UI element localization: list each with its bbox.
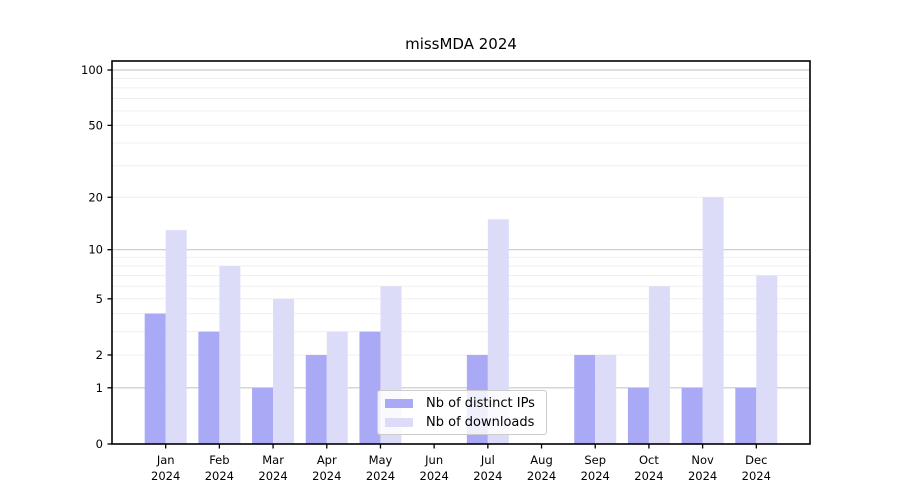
y-tick-label-2: 2	[96, 348, 103, 362]
x-tick-year-mar: 2024	[258, 469, 287, 483]
y-tick-label-1: 1	[96, 381, 103, 395]
bar-distinct-ips-feb	[198, 331, 220, 444]
y-tick-label-5: 5	[96, 292, 103, 306]
legend-swatch-downloads	[385, 417, 413, 427]
bar-downloads-dec	[756, 275, 778, 444]
x-tick-year-jul: 2024	[473, 469, 502, 483]
legend-item-distinct-ips: Nb of distinct IPs	[378, 395, 546, 411]
chart-title: missMDA 2024	[405, 35, 517, 53]
bar-downloads-feb	[219, 265, 241, 444]
axes	[111, 60, 811, 445]
x-tick-year-dec: 2024	[742, 469, 771, 483]
bar-downloads-jul	[487, 219, 509, 444]
x-tick-year-may: 2024	[366, 469, 395, 483]
x-axis-ticks: Jan 2024 Feb 2024 Mar 2024 Apr 2024 May 2024 Jun 20…	[151, 444, 771, 483]
x-tick-year-feb: 2024	[205, 469, 234, 483]
bar-distinct-ips-oct	[627, 387, 649, 444]
legend-swatch-distinct-ips	[385, 398, 413, 408]
legend-label-downloads: Nb of downloads	[426, 414, 535, 430]
y-tick-label-10: 10	[88, 243, 103, 257]
y-tick-label-50: 50	[88, 118, 103, 132]
bar-distinct-ips-nov	[681, 387, 703, 444]
x-tick-month-jan: Jan	[156, 453, 175, 467]
y-tick-label-0: 0	[96, 437, 103, 451]
bar-downloads-mar	[273, 298, 295, 444]
x-tick-year-oct: 2024	[634, 469, 663, 483]
x-tick-month-oct: Oct	[639, 453, 659, 467]
bar-downloads-apr	[326, 331, 348, 444]
x-tick-year-aug: 2024	[527, 469, 556, 483]
x-tick-year-sep: 2024	[581, 469, 610, 483]
bars	[144, 197, 778, 444]
y-tick-label-100: 100	[81, 63, 103, 77]
x-tick-month-jun: Jun	[424, 453, 443, 467]
x-tick-month-jul: Jul	[480, 453, 495, 467]
x-tick-year-nov: 2024	[688, 469, 717, 483]
bar-downloads-oct	[648, 286, 670, 444]
y-tick-label-20: 20	[88, 190, 103, 204]
bar-downloads-nov	[702, 197, 724, 444]
bar-downloads-jan	[165, 230, 187, 444]
bar-distinct-ips-jan	[144, 313, 166, 444]
x-tick-year-jan: 2024	[151, 469, 180, 483]
bar-distinct-ips-may	[359, 331, 381, 444]
x-tick-month-feb: Feb	[209, 453, 229, 467]
x-tick-month-may: May	[369, 453, 393, 467]
x-tick-month-mar: Mar	[262, 453, 284, 467]
bar-distinct-ips-dec	[735, 387, 757, 444]
bar-distinct-ips-mar	[252, 387, 274, 444]
legend-label-distinct-ips: Nb of distinct IPs	[426, 395, 535, 411]
bar-distinct-ips-apr	[305, 354, 327, 444]
x-tick-year-apr: 2024	[312, 469, 341, 483]
bar-downloads-sep	[595, 354, 617, 444]
legend-item-downloads: Nb of downloads	[378, 414, 546, 430]
x-tick-month-sep: Sep	[584, 453, 606, 467]
x-tick-month-dec: Dec	[745, 453, 767, 467]
legend: Nb of distinct IPs Nb of downloads	[377, 390, 547, 435]
x-tick-year-jun: 2024	[420, 469, 449, 483]
bar-distinct-ips-sep	[574, 354, 596, 444]
x-tick-month-apr: Apr	[317, 453, 337, 467]
x-tick-month-aug: Aug	[530, 453, 552, 467]
y-axis-ticks: 0 1 2 5 10 20 50 100	[81, 63, 112, 451]
x-tick-month-nov: Nov	[691, 453, 714, 467]
